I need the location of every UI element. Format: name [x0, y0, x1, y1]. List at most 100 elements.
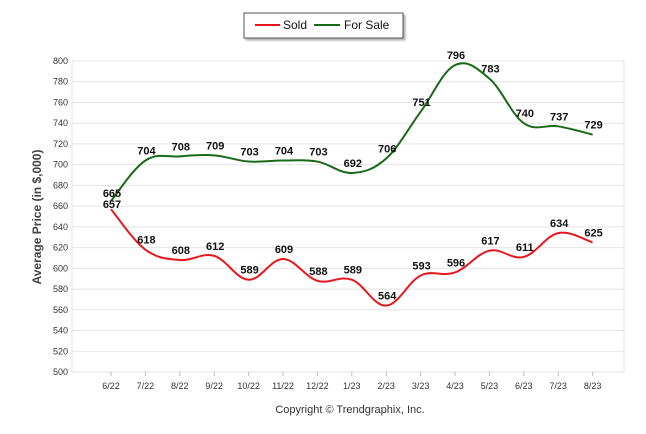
data-label-sold: 611 — [516, 242, 534, 254]
data-label-for-sale: 703 — [309, 147, 327, 159]
data-labels: 657 618 608 612 589 609 588 589 564 593 596 617 611 6… — [103, 50, 603, 303]
legend-label-sold: Sold — [283, 18, 307, 32]
data-point-for-sale — [453, 63, 458, 68]
data-label-for-sale: 708 — [172, 141, 190, 153]
data-label-for-sale: 729 — [584, 120, 602, 132]
legend-label-for-sale: For Sale — [344, 18, 390, 32]
data-point-sold — [487, 248, 492, 253]
y-tick-label: 680 — [53, 180, 68, 190]
series-line-sold — [110, 208, 593, 307]
x-tick-label: 6/22 — [102, 381, 120, 391]
x-tick-label: 8/23 — [584, 381, 602, 391]
y-tick-label: 660 — [53, 201, 68, 211]
y-tick-label: 600 — [53, 263, 68, 273]
data-point-for-sale — [487, 76, 492, 81]
data-label-sold: 588 — [309, 266, 327, 278]
data-point-sold — [384, 303, 389, 308]
x-tick-label: 6/23 — [515, 381, 533, 391]
x-tick-label: 11/22 — [272, 381, 294, 391]
data-label-sold: 618 — [137, 235, 155, 247]
series-lines — [110, 62, 595, 308]
data-label-for-sale: 751 — [412, 97, 430, 109]
x-tick-label: 9/22 — [205, 381, 223, 391]
x-tick-label: 8/22 — [171, 381, 189, 391]
x-tick-label: 3/23 — [412, 381, 430, 391]
data-point-for-sale — [315, 159, 320, 164]
y-axis-title: Average Price (in $,000) — [30, 150, 44, 285]
data-point-for-sale — [177, 154, 182, 159]
y-tick-label: 620 — [53, 243, 68, 253]
data-label-sold: 596 — [447, 257, 465, 269]
y-tick-label: 640 — [53, 222, 68, 232]
data-point-sold — [590, 240, 595, 245]
data-label-sold: 625 — [584, 227, 602, 239]
data-label-sold: 657 — [103, 199, 121, 211]
data-label-for-sale: 783 — [481, 64, 499, 76]
data-point-for-sale — [246, 159, 251, 164]
data-point-for-sale — [521, 121, 526, 126]
data-point-sold — [349, 277, 354, 282]
y-tick-label: 800 — [53, 56, 68, 66]
data-point-sold — [246, 277, 251, 282]
data-point-sold — [453, 270, 458, 275]
series-line-for-sale — [110, 62, 593, 202]
data-point-sold — [143, 247, 148, 252]
y-axis-ticks: 500 520 540 560 580 600 620 640 660 680 700 720 740 7… — [53, 56, 68, 377]
data-label-for-sale: 740 — [516, 108, 534, 120]
y-tick-label: 580 — [53, 284, 68, 294]
data-label-sold: 612 — [206, 241, 224, 253]
x-axis-ticks: 6/22 7/22 8/22 9/22 10/22 11/22 12/22 1/23 2/23 3… — [102, 372, 601, 391]
data-label-sold: 589 — [344, 265, 362, 277]
data-label-for-sale: 796 — [447, 50, 465, 62]
data-label-sold: 634 — [550, 218, 569, 230]
data-point-for-sale — [281, 158, 286, 163]
y-tick-label: 560 — [53, 305, 68, 315]
x-tick-label: 2/23 — [377, 381, 395, 391]
x-tick-label: 7/22 — [137, 381, 155, 391]
data-point-for-sale — [212, 153, 217, 158]
data-point-sold — [521, 254, 526, 259]
data-point-sold — [281, 257, 286, 262]
x-tick-label: 4/23 — [446, 381, 464, 391]
y-tick-label: 540 — [53, 326, 68, 336]
data-label-for-sale: 692 — [344, 158, 362, 170]
y-tick-label: 780 — [53, 77, 68, 87]
data-label-for-sale: 737 — [550, 111, 568, 123]
data-label-for-sale: 704 — [275, 146, 294, 158]
data-label-for-sale: 665 — [103, 188, 121, 200]
data-label-for-sale: 709 — [206, 140, 224, 152]
copyright-footer: Copyright © Trendgraphix, Inc. — [275, 404, 424, 416]
data-point-for-sale — [590, 132, 595, 137]
x-tick-label: 10/22 — [237, 381, 260, 391]
data-label-for-sale: 704 — [137, 146, 156, 158]
data-point-sold — [418, 273, 423, 278]
y-tick-label: 760 — [53, 97, 68, 107]
data-point-sold — [315, 278, 320, 283]
data-point-for-sale — [349, 170, 354, 175]
data-point-for-sale — [418, 109, 423, 114]
y-tick-label: 700 — [53, 160, 68, 170]
x-tick-label: 1/23 — [343, 381, 361, 391]
data-label-sold: 593 — [412, 261, 430, 273]
data-point-sold — [177, 258, 182, 263]
data-label-sold: 564 — [378, 291, 397, 303]
y-tick-label: 720 — [53, 139, 68, 149]
data-point-sold — [212, 253, 217, 258]
gridlines — [71, 60, 625, 373]
data-label-for-sale: 703 — [240, 147, 258, 159]
data-label-sold: 589 — [240, 265, 258, 277]
x-tick-label: 12/22 — [306, 381, 329, 391]
data-point-for-sale — [556, 124, 561, 129]
y-tick-label: 740 — [53, 118, 68, 128]
legend: Sold For Sale — [243, 12, 404, 39]
y-tick-label: 520 — [53, 346, 68, 356]
x-tick-label: 7/23 — [549, 381, 567, 391]
data-point-for-sale — [143, 158, 148, 163]
data-label-sold: 609 — [275, 244, 293, 256]
y-tick-label: 500 — [53, 367, 68, 377]
data-point-for-sale — [384, 156, 389, 161]
data-label-sold: 608 — [172, 245, 190, 257]
data-label-sold: 617 — [481, 236, 499, 248]
data-label-for-sale: 706 — [378, 143, 396, 155]
